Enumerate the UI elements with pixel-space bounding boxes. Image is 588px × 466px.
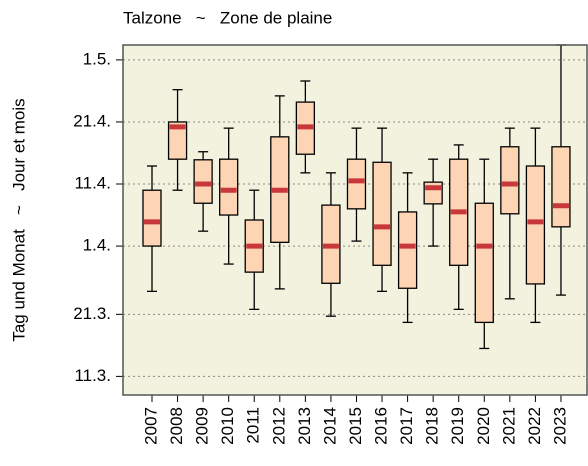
y-tick-label: 11.3. [74, 366, 111, 385]
x-tick-label: 2013 [295, 407, 314, 445]
box [525, 165, 546, 285]
box [219, 158, 239, 216]
y-tick-label: 11.4. [74, 173, 111, 192]
y-tick-label: 1.5. [83, 49, 111, 68]
y-tick-label: 21.4. [73, 111, 111, 130]
x-tick-label: 2011 [244, 407, 263, 444]
x-tick-label: 2014 [320, 407, 339, 445]
box [397, 211, 418, 289]
x-tick-label: 2022 [525, 407, 544, 445]
box [167, 121, 188, 160]
x-tick-label: 2020 [474, 407, 493, 445]
x-tick-label: 2008 [167, 407, 186, 445]
x-tick-label: 2012 [269, 407, 288, 445]
x-tick-label: 2007 [141, 407, 160, 445]
y-tick-label: 1.4. [83, 236, 111, 255]
box [474, 202, 494, 324]
box [346, 158, 367, 210]
plot-frame [122, 44, 588, 396]
chart-title: Talzone ~ Zone de plaine [123, 8, 332, 27]
x-tick-label: 2016 [372, 407, 391, 445]
x-tick-label: 2019 [448, 407, 467, 445]
y-tick-label: 21.3. [73, 304, 111, 323]
box [142, 189, 162, 247]
box [500, 146, 520, 215]
box [551, 146, 571, 228]
x-tick-label: 2017 [397, 407, 416, 445]
plot-background [123, 45, 587, 395]
box [372, 161, 392, 266]
x-tick-label: 2015 [346, 407, 365, 445]
x-tick-label: 2010 [218, 407, 237, 445]
y-axis-label: Tag und Monat ~ Jour et mois [9, 98, 28, 341]
x-tick-label: 2023 [550, 407, 569, 445]
x-tick-label: 2021 [499, 407, 518, 445]
x-tick-label: 2018 [423, 407, 442, 445]
x-tick-label: 2009 [193, 407, 212, 445]
